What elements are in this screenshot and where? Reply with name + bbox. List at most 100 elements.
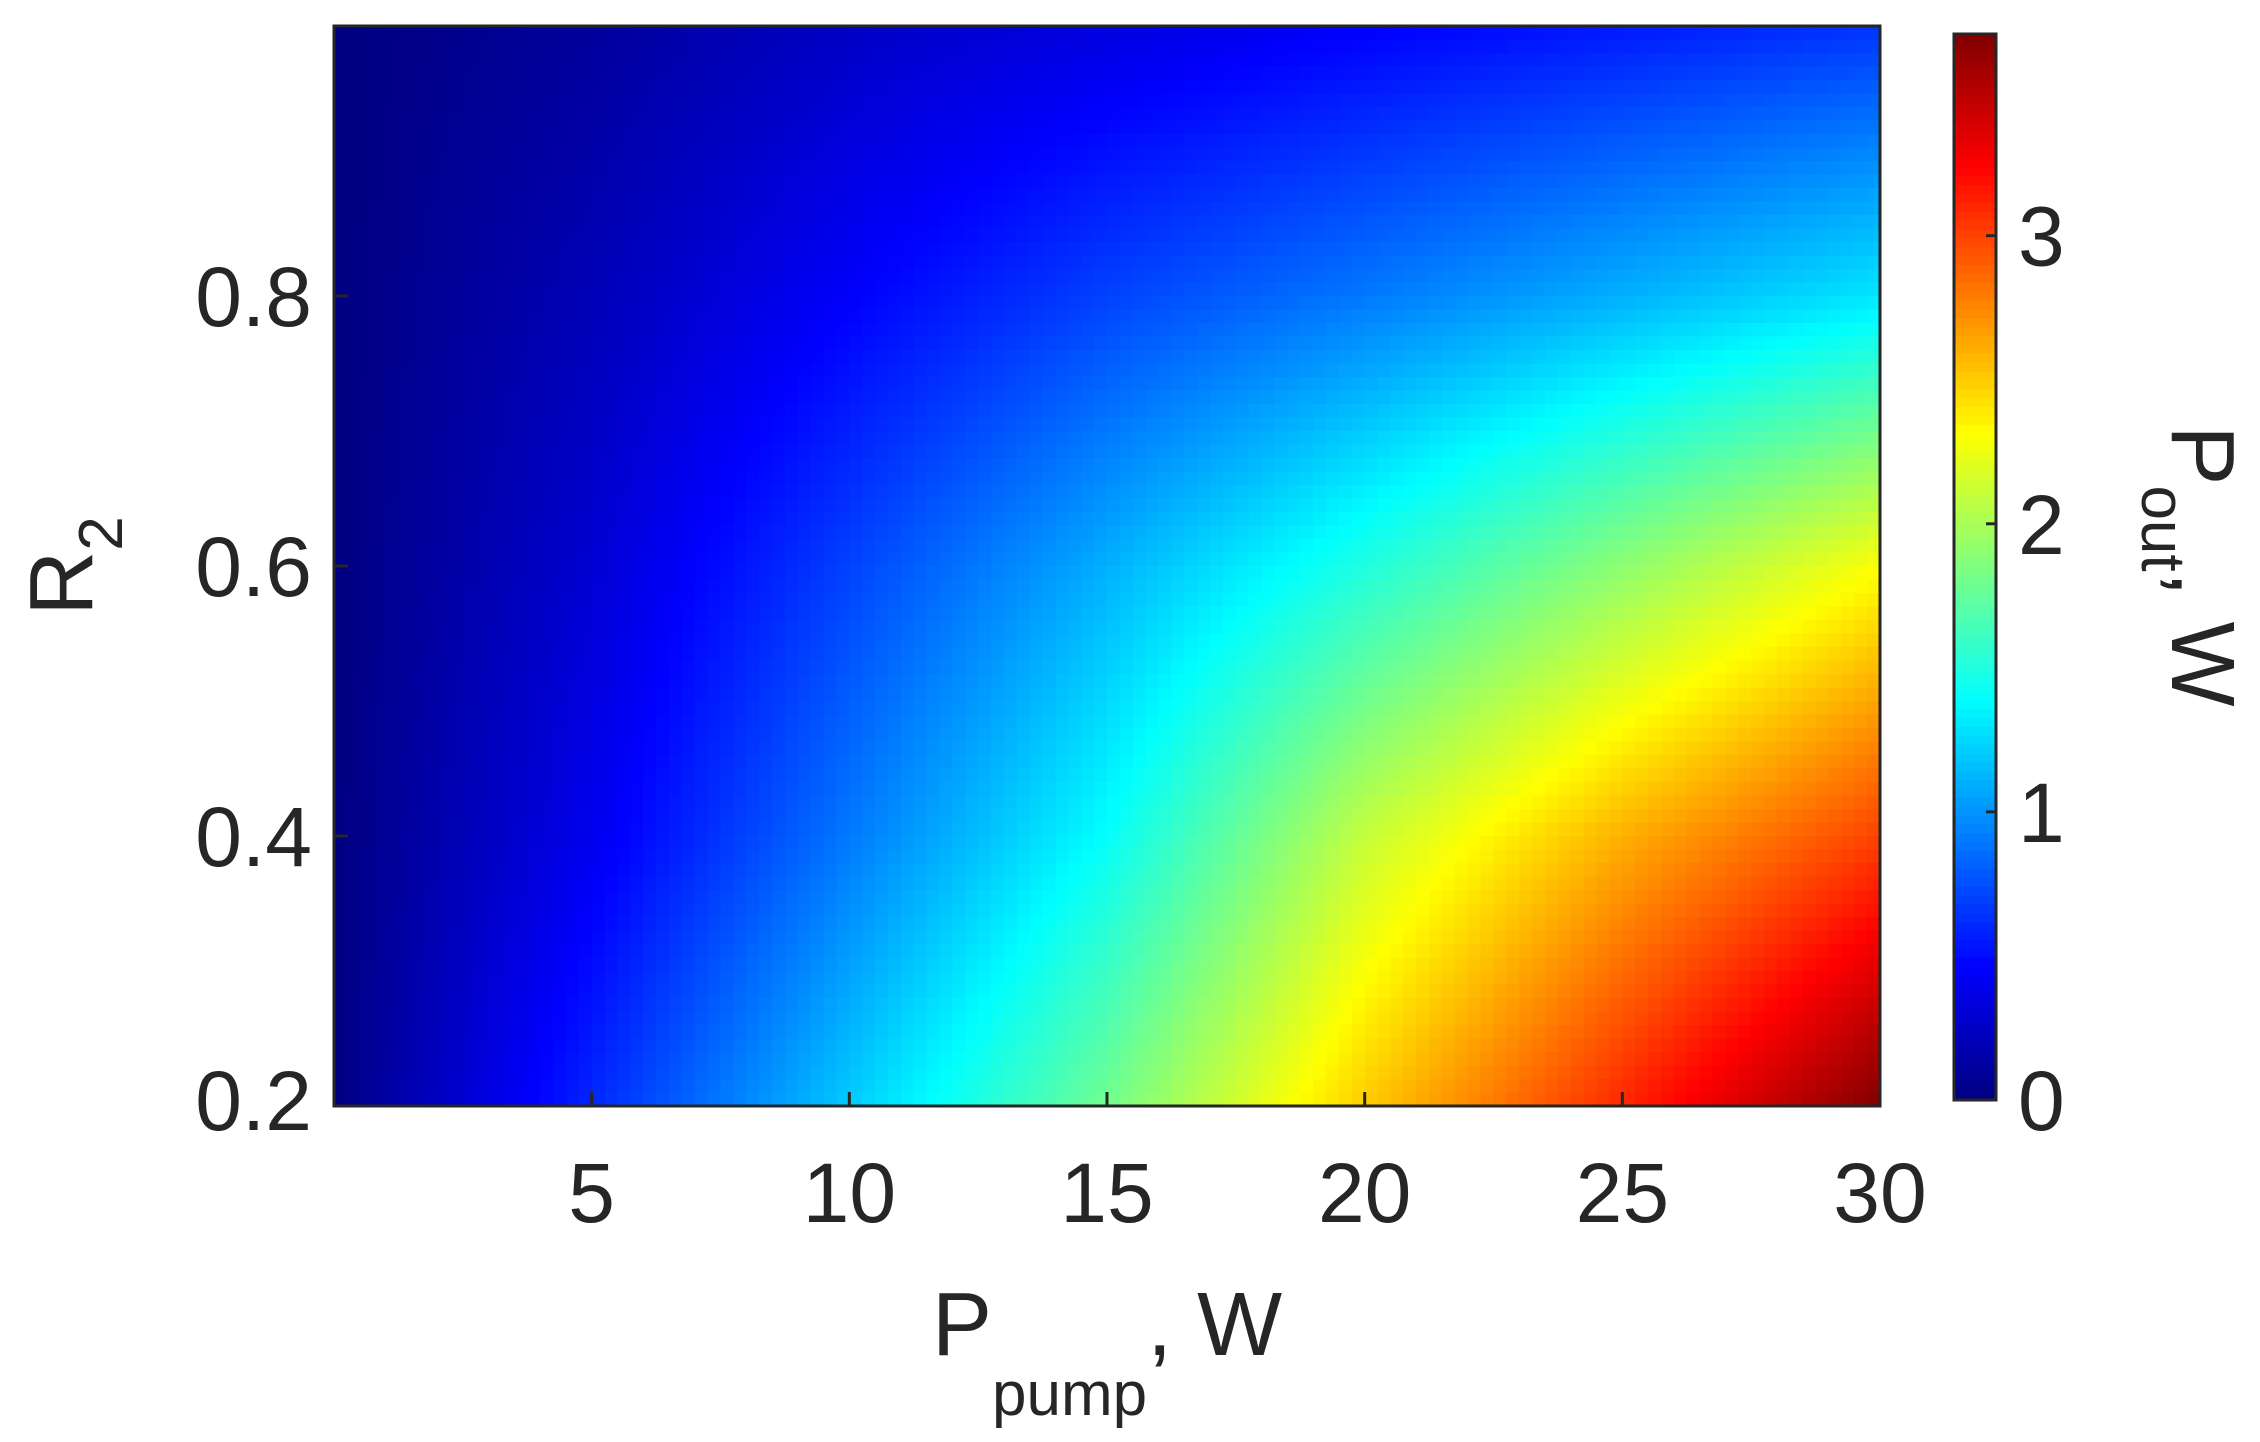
heatmap-cell xyxy=(1210,269,1224,284)
heatmap-cell xyxy=(810,228,825,243)
heatmap-cell xyxy=(527,26,541,41)
heatmap-cell xyxy=(411,431,425,446)
heatmap-cell xyxy=(1673,26,1688,41)
heatmap-cell xyxy=(1094,579,1108,594)
heatmap-cell xyxy=(617,107,631,122)
heatmap-cell xyxy=(1648,107,1662,122)
heatmap-cell xyxy=(1081,539,1095,554)
heatmap-cell xyxy=(1390,539,1404,554)
heatmap-cell xyxy=(527,134,541,149)
heatmap-cell xyxy=(720,471,734,486)
heatmap-cell xyxy=(668,66,683,81)
heatmap-cell xyxy=(462,107,477,122)
heatmap-cell xyxy=(681,390,696,405)
heatmap-cell xyxy=(1132,53,1147,68)
heatmap-cell xyxy=(1351,377,1366,392)
heatmap-cell xyxy=(424,539,438,554)
heatmap-cell xyxy=(759,228,773,243)
heatmap-cell xyxy=(1364,53,1379,68)
heatmap-cell xyxy=(1557,147,1572,162)
heatmap-cell xyxy=(1764,377,1778,392)
heatmap-cell xyxy=(1171,255,1185,270)
heatmap-cell xyxy=(1751,201,1765,216)
heatmap-cell xyxy=(578,120,593,135)
heatmap-cell xyxy=(1003,323,1018,338)
heatmap-cell xyxy=(836,350,850,365)
heatmap-cell xyxy=(1867,417,1881,432)
heatmap-cell xyxy=(1545,161,1559,176)
heatmap-cell xyxy=(668,242,683,257)
heatmap-cell xyxy=(1815,512,1830,527)
heatmap-cell xyxy=(875,498,889,513)
heatmap-cell xyxy=(1583,539,1598,554)
heatmap-cell xyxy=(1454,255,1469,270)
heatmap-cell xyxy=(1635,525,1649,540)
heatmap-cell xyxy=(1570,26,1585,41)
heatmap-cell xyxy=(887,147,902,162)
heatmap-cell xyxy=(1532,390,1546,405)
heatmap-cell xyxy=(1210,282,1224,297)
heatmap-cell xyxy=(1751,512,1765,527)
heatmap-cell xyxy=(565,377,580,392)
heatmap-cell xyxy=(746,80,760,95)
heatmap-cell xyxy=(1841,282,1855,297)
heatmap-cell xyxy=(720,107,734,122)
heatmap-cell xyxy=(939,255,953,270)
heatmap-cell xyxy=(720,498,734,513)
heatmap-cell xyxy=(797,390,812,405)
heatmap-cell xyxy=(359,269,374,284)
heatmap-cell xyxy=(1867,66,1881,81)
heatmap-cell xyxy=(1828,147,1842,162)
heatmap-cell xyxy=(630,471,644,486)
heatmap-cell xyxy=(1441,444,1456,459)
heatmap-cell xyxy=(565,66,580,81)
heatmap-cell xyxy=(1815,309,1830,324)
heatmap-cell xyxy=(707,215,722,230)
heatmap-cell xyxy=(1609,485,1623,500)
heatmap-cell xyxy=(385,323,400,338)
heatmap-cell xyxy=(1429,471,1443,486)
heatmap-cell xyxy=(1802,228,1817,243)
heatmap-cell xyxy=(449,66,464,81)
heatmap-cell xyxy=(913,296,928,311)
heatmap-cell xyxy=(746,404,760,419)
heatmap-cell xyxy=(1583,390,1598,405)
heatmap-cell xyxy=(385,377,400,392)
heatmap-cell xyxy=(1377,134,1392,149)
heatmap-cell xyxy=(1210,53,1224,68)
heatmap-cell xyxy=(475,566,490,581)
heatmap-cell xyxy=(437,80,451,95)
heatmap-cell xyxy=(424,215,438,230)
heatmap-cell xyxy=(1648,282,1662,297)
heatmap-cell xyxy=(1003,336,1018,351)
heatmap-cell xyxy=(1171,174,1185,189)
heatmap-cell xyxy=(1854,228,1868,243)
heatmap-cell xyxy=(1287,498,1301,513)
heatmap-cell xyxy=(952,309,966,324)
heatmap-cell xyxy=(810,269,825,284)
heatmap-cell xyxy=(1828,255,1842,270)
heatmap-cell xyxy=(514,539,528,554)
heatmap-cell xyxy=(1222,552,1237,567)
heatmap-cell xyxy=(913,201,928,216)
heatmap-cell xyxy=(1158,228,1173,243)
heatmap-cell xyxy=(1287,579,1301,594)
heatmap-cell xyxy=(1145,363,1160,378)
heatmap-cell xyxy=(359,498,374,513)
heatmap-cell xyxy=(346,458,361,473)
heatmap-cell xyxy=(1171,242,1185,257)
heatmap-cell xyxy=(1416,458,1430,473)
heatmap-cell xyxy=(359,336,374,351)
heatmap-cell xyxy=(887,26,902,41)
heatmap-cell xyxy=(784,53,799,68)
heatmap-cell xyxy=(462,93,477,108)
heatmap-cell xyxy=(1313,53,1327,68)
heatmap-cell xyxy=(1416,552,1430,567)
heatmap-cell xyxy=(1364,390,1379,405)
heatmap-cell xyxy=(1248,363,1263,378)
heatmap-cell xyxy=(1222,39,1237,54)
heatmap-cell xyxy=(1300,174,1314,189)
heatmap-cell xyxy=(1351,66,1366,81)
heatmap-cell xyxy=(1390,363,1404,378)
heatmap-cell xyxy=(540,390,554,405)
